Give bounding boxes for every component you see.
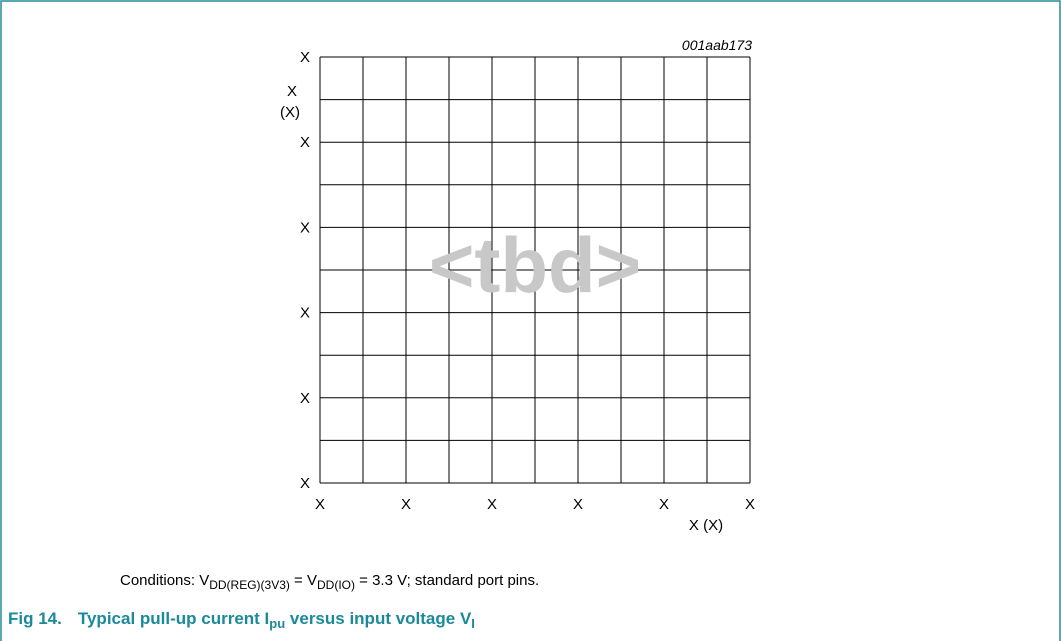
watermark: <tbd> — [429, 221, 641, 309]
y-tick-label: X — [300, 390, 310, 407]
figure-code: 001aab173 — [682, 37, 752, 53]
x-axis-title: X (X) — [689, 517, 723, 534]
y-axis-title: X — [287, 83, 297, 100]
x-tick-label: X — [401, 496, 411, 513]
y-tick-label: X — [300, 475, 310, 492]
y-axis-unit: (X) — [280, 104, 300, 121]
y-tick-label: X — [300, 49, 310, 66]
y-tick-label: X — [300, 219, 310, 236]
y-tick-label: X — [300, 134, 310, 151]
x-tick-label: X — [487, 496, 497, 513]
grid — [319, 56, 751, 484]
x-tick-label: X — [659, 496, 669, 513]
x-tick-label: X — [573, 496, 583, 513]
caption: Fig 14. Typical pull-up current Ipu versu… — [8, 609, 475, 631]
x-tick-label: X — [315, 496, 325, 513]
y-tick-label: X — [300, 305, 310, 322]
conditions: Conditions: VDD(REG)(3V3) = VDD(IO) = 3.… — [120, 572, 539, 592]
x-tick-label: X — [745, 496, 755, 513]
